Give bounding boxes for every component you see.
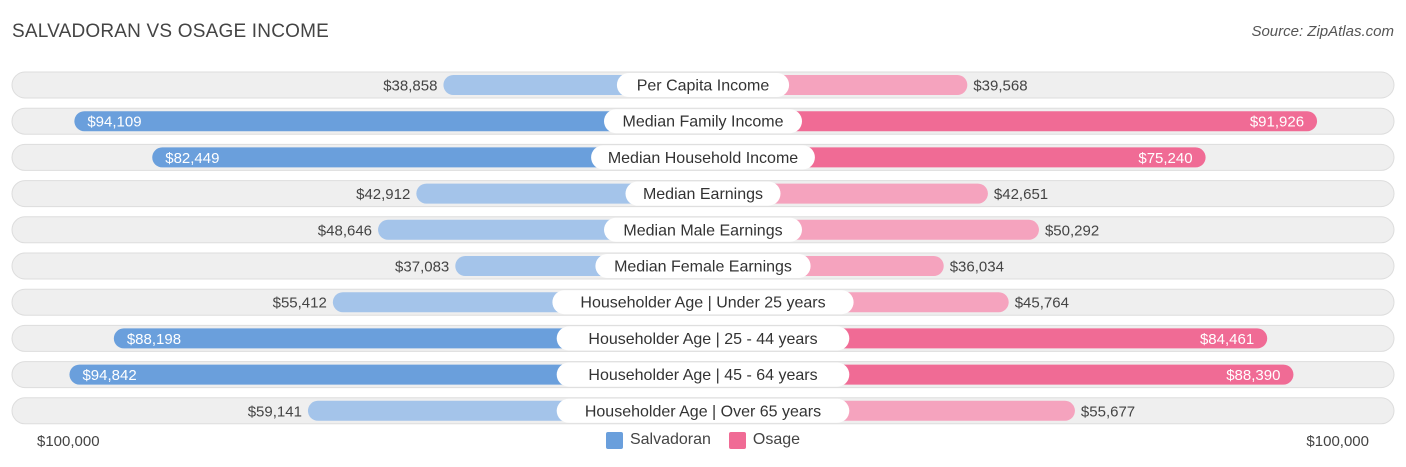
- value-label-salvadoran: $42,912: [356, 186, 410, 203]
- value-label-osage: $91,926: [1250, 114, 1304, 131]
- bar-salvadoran: [152, 147, 704, 168]
- axis-right-label: $100,000: [1306, 433, 1369, 450]
- bar-osage: [703, 111, 1318, 132]
- value-label-salvadoran: $48,646: [318, 222, 372, 239]
- value-label-salvadoran: $82,449: [165, 150, 219, 167]
- category-label: Median Family Income: [623, 114, 784, 131]
- bar-salvadoran: [74, 111, 704, 132]
- legend-item-salvadoran: Salvadoran: [605, 431, 711, 449]
- value-label-osage: $88,390: [1226, 367, 1280, 384]
- category-label: Median Female Earnings: [614, 259, 792, 276]
- category-label: Median Earnings: [643, 186, 763, 203]
- value-label-osage: $55,677: [1081, 403, 1135, 420]
- value-label-osage: $39,568: [973, 78, 1027, 95]
- source-text: Source: ZipAtlas.com: [1251, 23, 1394, 40]
- value-label-osage: $84,461: [1200, 331, 1254, 348]
- value-label-salvadoran: $59,141: [248, 403, 302, 420]
- value-label-salvadoran: $88,198: [127, 331, 181, 348]
- value-label-osage: $75,240: [1138, 150, 1192, 167]
- legend-swatch-osage: [728, 431, 746, 449]
- value-label-salvadoran: $37,083: [395, 259, 449, 276]
- axis-left-label: $100,000: [37, 433, 100, 450]
- category-label: Householder Age | 25 - 44 years: [588, 331, 817, 348]
- category-label: Median Household Income: [608, 150, 798, 167]
- value-label-osage: $50,292: [1045, 222, 1099, 239]
- category-label-background: [625, 181, 781, 206]
- value-label-salvadoran: $94,842: [82, 367, 136, 384]
- category-label: Householder Age | Under 25 years: [580, 295, 825, 312]
- legend-swatch-salvadoran: [605, 431, 623, 449]
- chart-title: SALVADORAN VS OSAGE INCOME: [12, 21, 330, 42]
- value-label-salvadoran: $94,109: [87, 114, 141, 131]
- category-label: Median Male Earnings: [623, 222, 782, 239]
- bar-osage: [703, 364, 1294, 385]
- legend-label-salvadoran: Salvadoran: [629, 431, 711, 448]
- category-label-background: [604, 217, 802, 242]
- category-label-background: [595, 254, 811, 278]
- category-label: Householder Age | Over 65 years: [585, 403, 821, 420]
- legend-item-osage: Osage: [728, 431, 801, 449]
- category-label-background: [591, 145, 815, 170]
- category-label-background: [556, 326, 850, 351]
- value-label-osage: $42,651: [994, 186, 1048, 203]
- category-label-background: [556, 362, 850, 387]
- value-label-salvadoran: $55,412: [273, 295, 327, 312]
- legend-label-osage: Osage: [752, 431, 801, 448]
- bar-osage: [703, 147, 1206, 168]
- value-label-salvadoran: $38,858: [383, 78, 437, 95]
- category-label-background: [616, 73, 790, 97]
- bar-salvadoran: [69, 364, 703, 385]
- category-label: Per Capita Income: [637, 78, 770, 95]
- category-label: Householder Age | 45 - 64 years: [588, 367, 817, 384]
- bar-salvadoran: [113, 328, 704, 349]
- value-label-osage: $45,764: [1015, 295, 1069, 312]
- category-label-background: [552, 290, 854, 315]
- category-label-background: [604, 109, 802, 134]
- legend: Salvadoran Osage: [0, 431, 1406, 449]
- category-label-background: [556, 398, 850, 423]
- value-label-osage: $36,034: [950, 259, 1004, 276]
